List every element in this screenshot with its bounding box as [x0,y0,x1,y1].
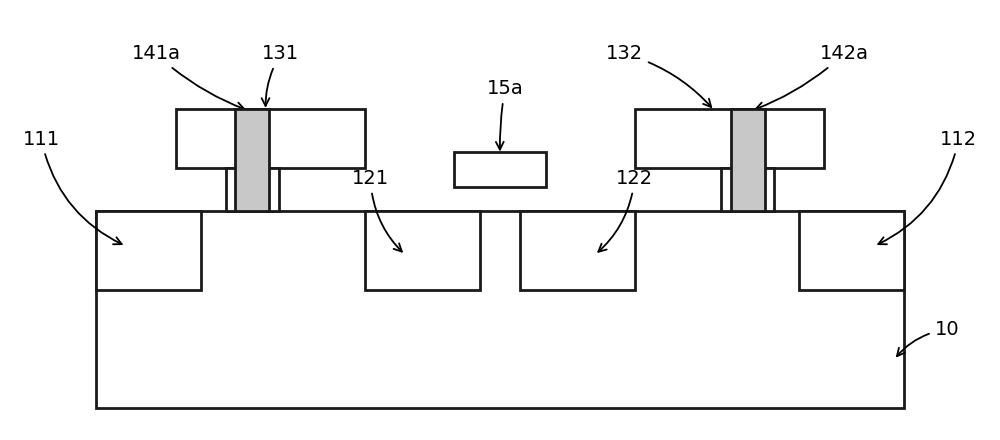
Text: 131: 131 [262,44,299,106]
Text: 132: 132 [606,44,711,107]
Text: 142a: 142a [756,44,869,110]
Text: 15a: 15a [487,79,523,150]
Text: 122: 122 [598,169,653,252]
Bar [96,211,201,290]
Text: 10: 10 [897,320,959,356]
Bar [96,211,904,408]
Text: 121: 121 [352,169,402,252]
Bar [520,211,635,290]
Bar [226,168,279,211]
Bar [176,109,365,168]
Bar [721,168,774,211]
Bar [454,152,546,187]
Bar [635,109,824,168]
Bar [235,109,269,211]
Bar [731,109,765,211]
Text: 141a: 141a [131,44,244,110]
Text: 111: 111 [23,130,122,244]
Bar [799,211,904,290]
Bar [365,211,480,290]
Text: 112: 112 [878,130,977,244]
